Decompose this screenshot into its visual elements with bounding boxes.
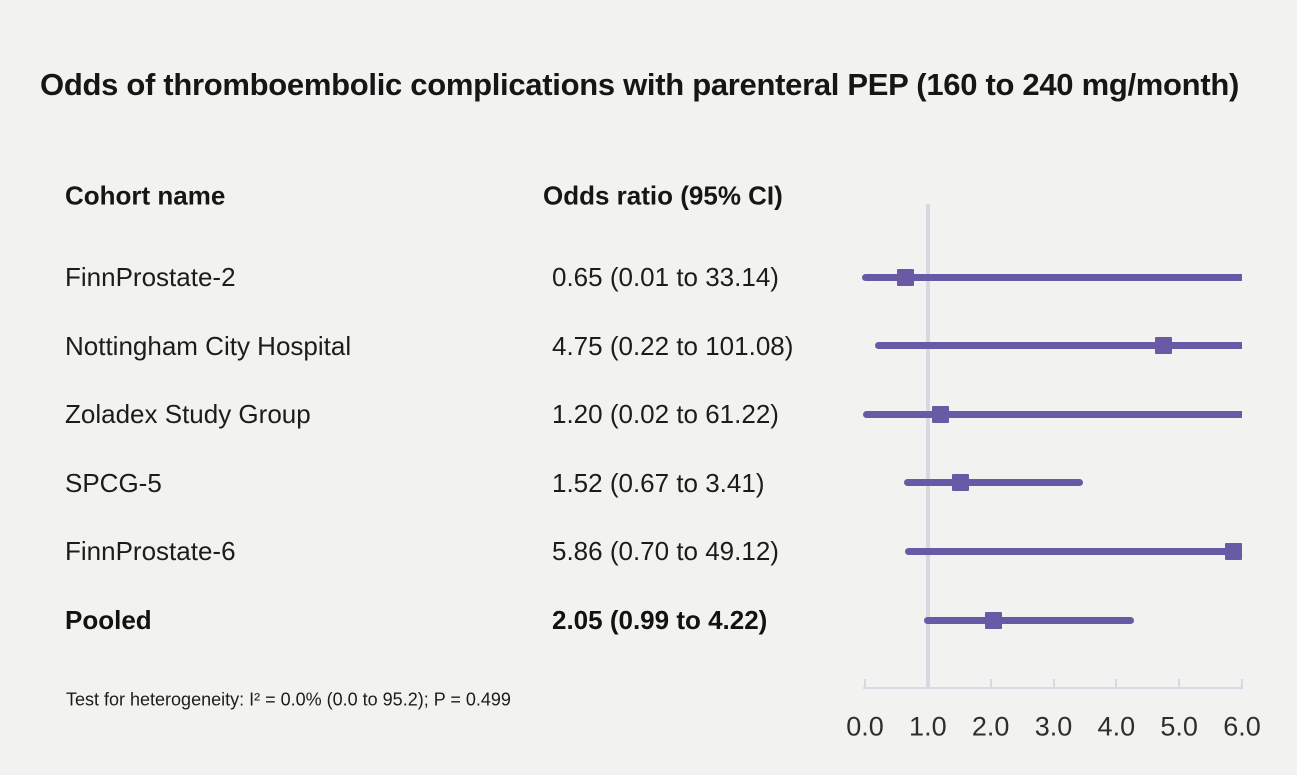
or-marker (1224, 542, 1242, 560)
x-axis-tick (1052, 679, 1055, 689)
odds-ratio-value: 1.20 (0.02 to 61.22) (552, 399, 779, 430)
x-axis-tick-label: 3.0 (1034, 711, 1073, 742)
ci-bar (905, 547, 1242, 555)
x-axis-tick (989, 679, 992, 689)
ci-bar (862, 410, 1242, 418)
odds-ratio-value: 1.52 (0.67 to 3.41) (552, 467, 765, 498)
ci-bar (862, 273, 1242, 281)
x-axis-tick (1115, 679, 1118, 689)
column-header-odds-ratio: Odds ratio (95% CI) (543, 180, 783, 211)
cohort-name: FinnProstate-2 (65, 262, 236, 292)
cohort-name: Pooled (65, 605, 152, 635)
odds-ratio-value: 0.65 (0.01 to 33.14) (552, 262, 779, 292)
cohort-name: SPCG-5 (65, 467, 162, 498)
or-marker (931, 405, 949, 423)
or-marker (952, 474, 969, 492)
odds-ratio-value: 4.75 (0.22 to 101.08) (552, 330, 794, 361)
cohort-name: Zoladex Study Group (65, 399, 311, 430)
or-marker (985, 611, 1003, 629)
x-axis-tick (864, 679, 866, 689)
figure-title: Odds of thromboembolic complications wit… (40, 67, 1239, 102)
x-axis-tick (1241, 679, 1243, 689)
odds-ratio-value: 5.86 (0.70 to 49.12) (552, 536, 779, 567)
x-axis-tick-label: 5.0 (1160, 711, 1198, 742)
or-marker (1154, 337, 1172, 355)
cohort-name: Nottingham City Hospital (65, 330, 352, 361)
heterogeneity-note: Test for heterogeneity: I² = 0.0% (0.0 t… (66, 689, 511, 710)
x-axis-tick-label: 6.0 (1223, 711, 1261, 742)
odds-ratio-value: 2.05 (0.99 to 4.22) (552, 605, 768, 635)
ci-bar (875, 342, 1242, 350)
column-header-cohort-name: Cohort name (65, 180, 226, 211)
ci-bar (903, 479, 1083, 487)
cohort-name: FinnProstate-6 (65, 536, 236, 567)
x-axis-tick (926, 679, 929, 689)
x-axis-tick-label: 0.0 (846, 711, 884, 742)
x-axis-tick (1178, 679, 1181, 689)
or-marker (897, 268, 915, 286)
x-axis-tick-label: 4.0 (1097, 711, 1136, 742)
reference-line (925, 204, 930, 689)
x-axis-tick-label: 1.0 (909, 711, 947, 742)
x-axis-tick-label: 2.0 (971, 711, 1010, 742)
ci-bar (923, 616, 1134, 624)
